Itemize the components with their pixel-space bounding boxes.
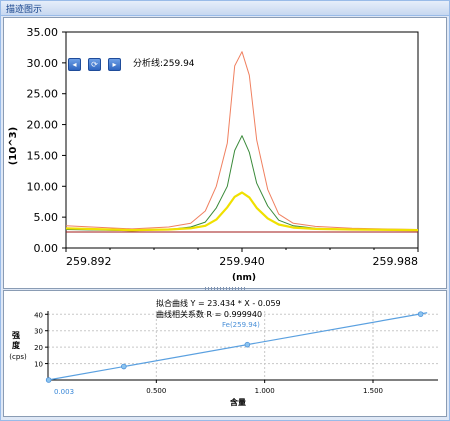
calibration-fit-line: [47, 312, 428, 381]
calibration-y-tick-label: 40: [34, 311, 43, 319]
spectrum-ylabel: (10^3): [8, 127, 19, 165]
spectrum-chart[interactable]: 0.00 5.00 10.00 15.00 20.00 25.00 30.00 35.00 25…: [4, 18, 446, 288]
fit-equation: 拟合曲线 Y = 23.434 * X - 0.059: [156, 298, 281, 308]
panel-splitter-handle[interactable]: [205, 287, 245, 291]
calibration-xlabel: 含量: [230, 397, 246, 407]
calibration-point: [417, 311, 424, 317]
spectrum-y-tick-label: 0.00: [34, 242, 59, 255]
spectrum-y-tick-label: 30.00: [27, 57, 59, 70]
correlation-coefficient: 曲线相关系数 R = 0.999940: [156, 309, 262, 319]
calibration-ylabel-char1: 强: [12, 331, 20, 340]
calibration-panel: 10 20 30 40 0.500 1.000 1.500 拟合曲线 Y = 23.434 …: [3, 290, 447, 417]
spectrum-panel: 0.00 5.00 10.00 15.00 20.00 25.00 30.00 35.00 25…: [3, 17, 447, 289]
spectrum-x-tick-label: 259.940: [219, 255, 265, 268]
x-start-label: 0.003: [54, 388, 74, 396]
spectrum-plot-area: [65, 31, 419, 249]
calibration-y-tick-label: 20: [34, 344, 43, 352]
spectrum-x-tick-label: 259.892: [66, 255, 112, 268]
spectrum-y-tick-label: 20.00: [27, 119, 59, 132]
calibration-x-tick-label: 1.500: [363, 387, 383, 395]
spectrum-x-tick-label: 259.988: [373, 255, 419, 268]
calibration-point: [121, 363, 127, 370]
analysis-line-label: 分析线:259.94: [133, 59, 195, 69]
calibration-point: [45, 377, 52, 383]
window-title: 描迹图示: [6, 5, 43, 15]
spectrum-series-line-3: [65, 191, 419, 232]
spectrum-y-tick-label: 5.00: [34, 211, 59, 224]
spectrum-xlabel: (nm): [232, 273, 256, 283]
next-peak-button[interactable]: ▸: [108, 58, 121, 71]
spectrum-y-tick-label: 15.00: [27, 149, 59, 162]
series-label: Fe(259.94): [222, 321, 260, 329]
refresh-button[interactable]: ⟳: [88, 58, 101, 71]
spectrum-y-tick-label: 35.00: [27, 26, 59, 39]
calibration-ylabel-char2: 度: [12, 340, 21, 350]
spectrum-y-tick-label: 10.00: [27, 180, 59, 193]
calibration-x-tick-label: 0.500: [146, 387, 166, 395]
calibration-ylabel-unit: (cps): [9, 353, 27, 361]
window-titlebar: 描迹图示: [1, 1, 449, 16]
calibration-y-tick-label: 30: [34, 328, 43, 336]
prev-peak-button[interactable]: ◂: [68, 58, 81, 71]
calibration-chart[interactable]: 10 20 30 40 0.500 1.000 1.500 拟合曲线 Y = 23.434 …: [4, 291, 446, 416]
calibration-x-tick-label: 1.000: [255, 387, 275, 395]
spectrum-y-tick-label: 25.00: [27, 88, 59, 101]
calibration-point: [244, 341, 251, 348]
spectrum-series-line-1: [65, 51, 419, 230]
calibration-y-tick-label: 10: [34, 361, 43, 369]
